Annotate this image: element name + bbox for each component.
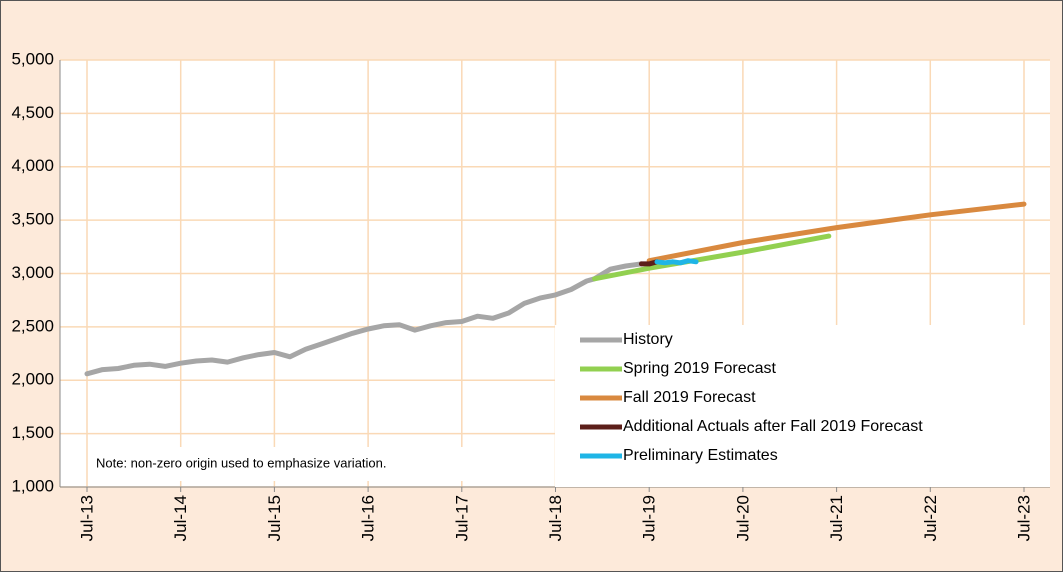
- x-tick-label: Jul-22: [921, 495, 940, 541]
- y-tick-label: 1,500: [11, 423, 54, 442]
- x-tick-label: Jul-23: [1014, 495, 1033, 541]
- series-line: [654, 258, 699, 266]
- x-tick-label: Jul-14: [171, 495, 190, 541]
- x-tick-label: Jul-16: [359, 495, 378, 541]
- y-tick-label: 2,500: [11, 316, 54, 335]
- series-line: [84, 261, 644, 377]
- y-tick-label: 5,000: [11, 49, 54, 68]
- x-tick-label: Jul-21: [827, 495, 846, 541]
- note: Note: non-zero origin used to emphasize …: [96, 455, 387, 470]
- y-tick-label: 2,000: [11, 370, 54, 389]
- legend-label: Spring 2019 Forecast: [623, 360, 777, 377]
- legend-label: Fall 2019 Forecast: [623, 389, 756, 406]
- x-tick-label: Jul-20: [733, 495, 752, 541]
- x-tick-label: Jul-13: [77, 495, 96, 541]
- legend-label: Additional Actuals after Fall 2019 Forec…: [623, 418, 923, 435]
- legend-label: Preliminary Estimates: [623, 447, 778, 464]
- y-tick-label: 4,000: [11, 156, 54, 175]
- legend-label: History: [623, 331, 673, 348]
- y-tick-label: 4,500: [11, 103, 54, 122]
- y-tick-label: 1,000: [11, 476, 54, 495]
- series-line: [646, 201, 1027, 264]
- series-line: [638, 259, 660, 267]
- legend: [555, 325, 1050, 487]
- x-tick-label: Jul-19: [640, 495, 659, 541]
- y-tick-label: 3,000: [11, 263, 54, 282]
- y-tick-label: 3,500: [11, 210, 54, 229]
- x-tick-label: Jul-18: [546, 495, 565, 541]
- note-box: [88, 447, 480, 481]
- x-tick-label: Jul-15: [265, 495, 284, 541]
- x-tick-label: Jul-17: [452, 495, 471, 541]
